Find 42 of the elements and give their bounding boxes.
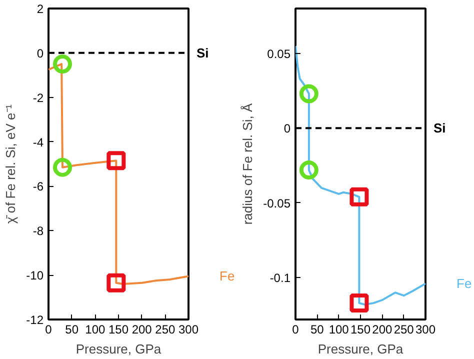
- x-tick-label: 300: [415, 322, 436, 336]
- x-tick-label: 0: [45, 322, 52, 336]
- y-tick-label: 0.05: [267, 46, 291, 61]
- point: [106, 273, 126, 292]
- x-axis-title: Pressure, GPa: [76, 342, 162, 356]
- x-tick-label: 50: [310, 322, 324, 336]
- x-tick-label: 250: [394, 322, 414, 336]
- x-tick-label: 150: [108, 322, 129, 336]
- point: [53, 158, 72, 177]
- y-tick-label: -2: [32, 90, 44, 105]
- x-tick-label: 200: [372, 322, 393, 336]
- x-tick-label: 200: [132, 322, 152, 336]
- y-tick-label: -0.1: [270, 271, 291, 286]
- x-tick-label: 100: [85, 322, 106, 336]
- x-tick-label: 100: [328, 322, 350, 336]
- y-tick-label: 2: [36, 2, 44, 16]
- y-tick-label: -12: [26, 313, 44, 327]
- x-tick-label: 300: [178, 322, 199, 336]
- y-tick-label: -4: [32, 135, 44, 150]
- x-axis-title: Pressure, GPa: [318, 342, 404, 356]
- y-tick-label: 0: [284, 122, 291, 136]
- x-tick-label: 250: [155, 322, 176, 336]
- point: [350, 294, 369, 313]
- y-axis-title: χ̄ of Fe rel. Si, eV e⁻¹: [3, 104, 18, 224]
- point: [299, 84, 318, 104]
- x-tick-label: 0: [292, 322, 300, 336]
- text: Fe: [220, 268, 235, 284]
- point: [299, 160, 318, 180]
- ref-line-label: Si: [434, 120, 446, 136]
- x-tick-label: 150: [350, 322, 371, 336]
- y-axis-title: radius of Fe rel. Si, Å: [240, 102, 256, 225]
- point: [106, 151, 126, 170]
- point: [53, 54, 72, 74]
- y-tick-label: -8: [32, 224, 44, 238]
- y-tick-label: -6: [32, 180, 44, 194]
- y-tick-label: -10: [26, 268, 44, 283]
- text: Fe: [456, 276, 472, 292]
- x-tick-label: 50: [65, 322, 79, 336]
- y-tick-label: -0.05: [263, 196, 291, 210]
- ref-line-label: Si: [196, 45, 209, 60]
- y-tick-label: 0: [36, 46, 44, 60]
- point: [350, 187, 369, 206]
